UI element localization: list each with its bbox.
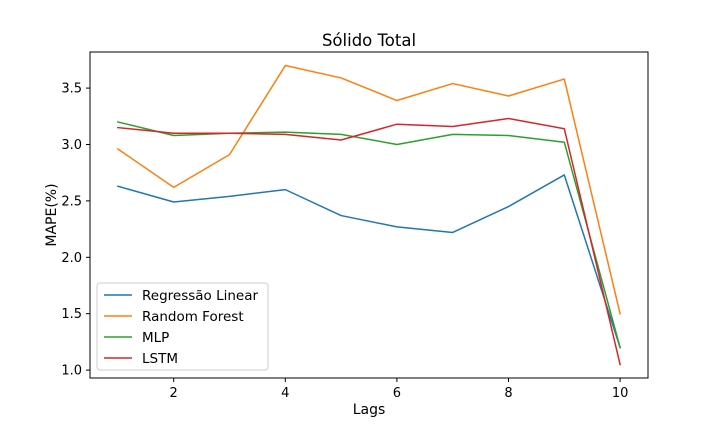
series-line-random-forest	[116, 64, 622, 315]
y-tick-label: 1.5	[61, 307, 82, 322]
x-tick-label: 8	[504, 386, 512, 401]
x-tick-label: 10	[612, 386, 629, 401]
legend-entries: Regressão Linear Random Forest MLP LSTM	[104, 288, 259, 367]
plot-frame	[89, 51, 649, 379]
y-axis-ticks: 1.0 1.5 2.0 2.5 3.0 3.5	[61, 82, 90, 379]
y-tick-label: 2.0	[61, 251, 82, 266]
x-tick-label: 2	[170, 386, 178, 401]
legend-label: Random Forest	[142, 309, 244, 325]
y-axis-label: MAPE(%)	[44, 183, 60, 246]
x-axis-label: Lags	[353, 402, 386, 418]
y-tick-label: 3.0	[61, 138, 82, 153]
y-tick-label: 2.5	[61, 194, 82, 209]
series-lines	[116, 64, 622, 366]
legend-label: LSTM	[142, 351, 178, 367]
series-line-lstm	[117, 117, 622, 366]
y-tick-label: 3.5	[61, 82, 82, 97]
legend-label: MLP	[142, 330, 169, 346]
x-axis-ticks: 2 4 6 8 10	[170, 378, 629, 401]
series-line-mlp	[116, 121, 622, 349]
chart-title: Sólido Total	[322, 31, 416, 50]
series-line-regress-o-linear	[116, 174, 622, 349]
x-tick-label: 4	[281, 386, 289, 401]
x-tick-label: 6	[393, 386, 401, 401]
legend-label: Regressão Linear	[142, 288, 259, 304]
y-tick-label: 1.0	[61, 364, 82, 379]
legend-box	[96, 282, 269, 371]
legend: Regressão Linear Random Forest MLP LSTM	[96, 282, 269, 371]
